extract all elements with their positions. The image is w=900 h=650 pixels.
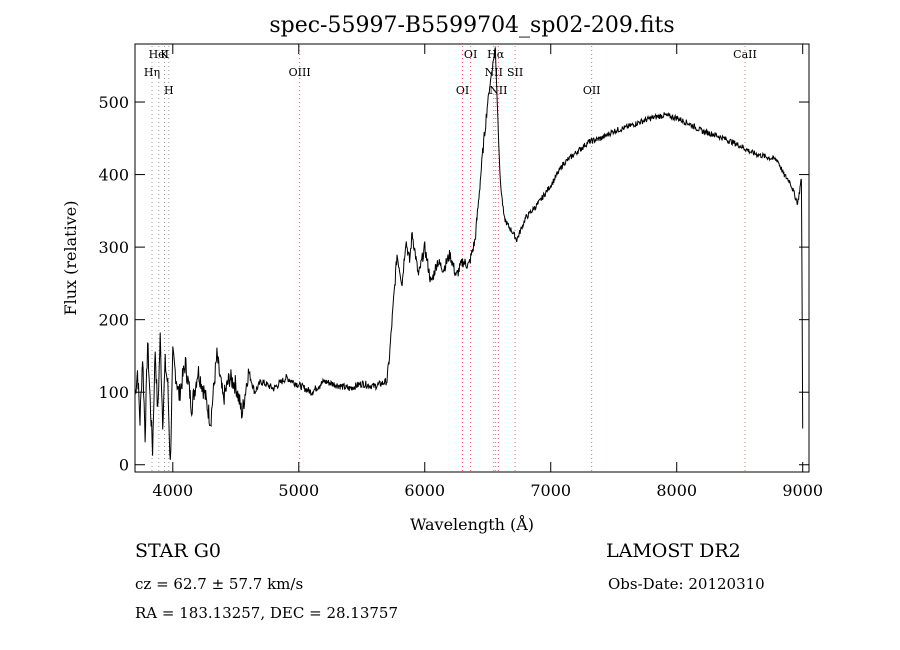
- emission-line-label: K: [160, 48, 169, 61]
- spectrum-series-line: [134, 47, 804, 460]
- emission-line-label: NII: [485, 66, 503, 79]
- obs-date: Obs-Date: 20120310: [608, 575, 765, 593]
- y-tick-label: 500: [98, 93, 129, 112]
- x-tick-label: 7000: [530, 481, 571, 500]
- emission-line-label: HeI: [149, 48, 169, 61]
- emission-line-label: NII: [489, 84, 507, 97]
- emission-line-label: OII: [583, 84, 601, 97]
- redshift-cz: cz = 62.7 ± 57.7 km/s: [135, 575, 304, 593]
- emission-line-label: SII: [507, 66, 523, 79]
- emission-line-label: OI: [456, 84, 469, 97]
- emission-line-label: CaII: [733, 48, 757, 61]
- emission-line-label: OI: [464, 48, 477, 61]
- y-tick-label: 0: [119, 456, 129, 475]
- y-tick-label: 400: [98, 166, 129, 185]
- x-axis-label: Wavelength (Å): [410, 514, 534, 534]
- emission-line-label: Hη: [144, 66, 160, 79]
- survey-name: LAMOST DR2: [606, 540, 741, 562]
- object-class: STAR G0: [135, 540, 221, 562]
- y-tick-label: 200: [98, 311, 129, 330]
- x-tick-label: 5000: [278, 481, 319, 500]
- plot-frame: [134, 43, 810, 473]
- y-axis-label: Flux (relative): [61, 201, 80, 316]
- x-tick-label: 9000: [782, 481, 823, 500]
- y-tick-label: 100: [98, 383, 129, 402]
- y-tick-label: 300: [98, 238, 129, 257]
- emission-line-label: H: [164, 84, 174, 97]
- x-tick-label: 6000: [404, 481, 445, 500]
- spectrum-plot: spec-55997-B5599704_sp02-209.fits 4000 50…: [61, 13, 823, 534]
- axis-ticks: 4000 5000 6000 7000 8000 9000 0 100 200 300 400 500: [98, 44, 823, 500]
- ra-dec: RA = 183.13257, DEC = 28.13757: [135, 604, 399, 622]
- x-tick-label: 4000: [152, 481, 193, 500]
- x-tick-label: 8000: [656, 481, 697, 500]
- chart-title: spec-55997-B5599704_sp02-209.fits: [269, 13, 674, 38]
- emission-line-label: OIII: [289, 66, 311, 79]
